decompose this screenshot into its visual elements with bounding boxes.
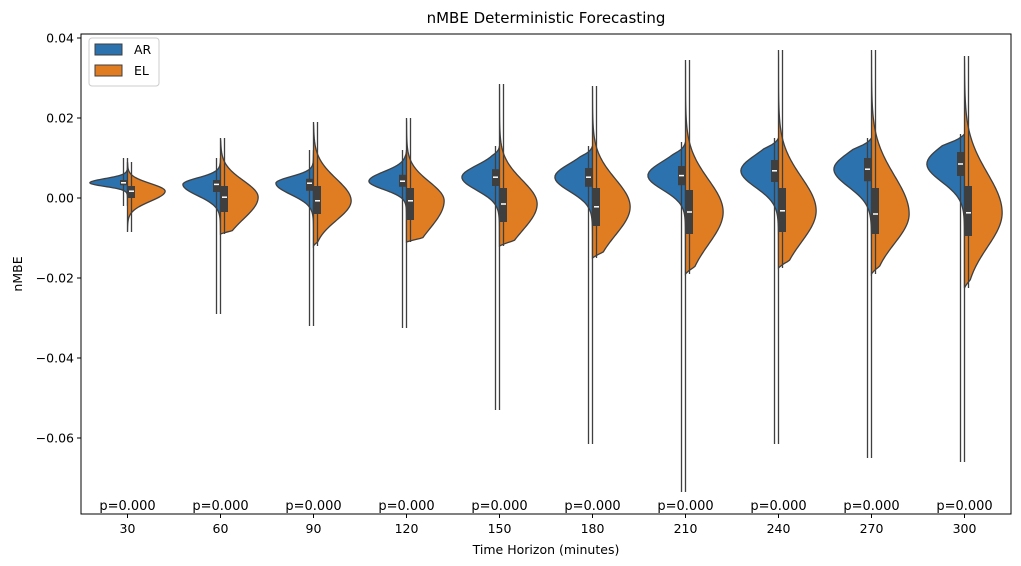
box-el-30 (128, 186, 135, 198)
p-value-annotation: p=0.000 (192, 499, 248, 514)
x-tick-label: 60 (213, 521, 229, 536)
box-el-60 (221, 186, 228, 212)
violin-el-210 (684, 59, 724, 276)
x-tick-label: 180 (581, 521, 605, 536)
violin-el-150 (498, 83, 538, 248)
y-tick-label: 0.02 (46, 111, 74, 126)
y-tick-label: 0.04 (46, 31, 74, 46)
box-el-300 (965, 186, 972, 236)
x-tick-label: 150 (488, 521, 512, 536)
x-tick-label: 120 (395, 521, 419, 536)
legend-swatch-ar (94, 43, 123, 56)
violin-el-60 (219, 137, 259, 235)
x-tick-label: 210 (674, 521, 698, 536)
legend-swatch-el (94, 64, 123, 77)
x-tick-label: 90 (306, 521, 322, 536)
legend-label-el: EL (134, 63, 149, 78)
violin-el-30 (126, 161, 166, 233)
violin-ar-270 (833, 136, 873, 458)
violin-el-300 (963, 55, 1003, 289)
violin-el-180 (591, 85, 631, 260)
violin-el-120 (405, 117, 445, 243)
box-el-150 (500, 188, 507, 222)
plot-frame (80, 33, 1012, 515)
p-value-annotation: p=0.000 (99, 499, 155, 514)
x-tick-label: 300 (953, 521, 977, 536)
x-tick-label: 270 (860, 521, 884, 536)
x-axis-label: Time Horizon (minutes) (472, 542, 620, 557)
violin-ar-240 (740, 135, 780, 444)
p-value-annotation: p=0.000 (285, 499, 341, 514)
violin-ar-300 (926, 132, 966, 462)
violin-ar-210 (647, 141, 687, 492)
violin-el-240 (777, 49, 817, 270)
box-el-240 (779, 188, 786, 232)
p-value-annotation: p=0.000 (378, 499, 434, 514)
y-axis-label: nMBE (10, 256, 25, 291)
violin-ar-90 (275, 149, 315, 326)
p-value-annotation: p=0.000 (843, 499, 899, 514)
box-el-120 (407, 188, 414, 220)
violin-el-90 (312, 121, 352, 248)
box-ar-60 (213, 180, 220, 192)
y-tick-label: −0.02 (36, 271, 74, 286)
box-el-270 (872, 188, 879, 234)
x-tick-label: 240 (767, 521, 791, 536)
x-tick-label: 30 (120, 521, 136, 536)
p-value-annotation: p=0.000 (657, 499, 713, 514)
chart-title: nMBE Deterministic Forecasting (427, 9, 666, 27)
p-value-annotation: p=0.000 (471, 499, 527, 514)
violin-ar-60 (182, 157, 222, 314)
p-value-annotation: p=0.000 (936, 499, 992, 514)
violin-ar-180 (554, 145, 594, 444)
legend-label-ar: AR (134, 42, 152, 57)
y-tick-label: 0.00 (46, 191, 74, 206)
p-value-annotation: p=0.000 (750, 499, 806, 514)
violin-el-270 (870, 49, 910, 276)
p-value-annotation: p=0.000 (564, 499, 620, 514)
y-tick-label: −0.04 (36, 351, 74, 366)
y-tick-label: −0.06 (36, 431, 74, 446)
box-el-90 (314, 186, 321, 214)
box-ar-90 (306, 178, 313, 191)
